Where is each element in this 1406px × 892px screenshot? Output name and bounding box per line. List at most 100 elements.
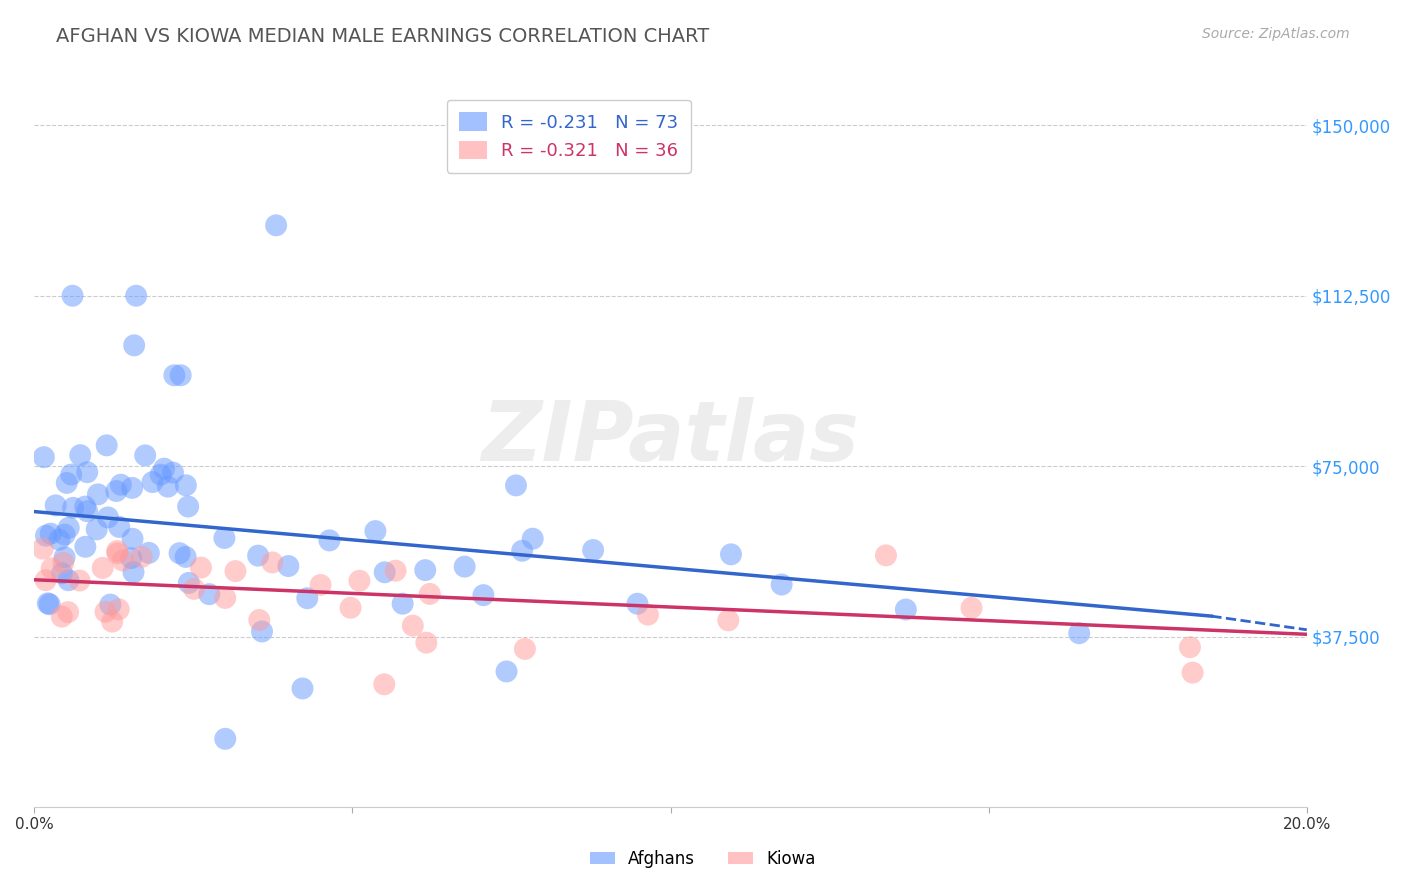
Kiowa xyxy=(183,582,205,596)
Afghans xyxy=(174,478,197,492)
Afghans xyxy=(48,533,70,547)
Afghans xyxy=(110,477,132,491)
Kiowa xyxy=(107,602,129,616)
Afghans xyxy=(37,596,59,610)
Afghans xyxy=(53,550,76,565)
Kiowa xyxy=(105,546,128,560)
Afghans xyxy=(62,289,84,303)
Kiowa xyxy=(339,600,361,615)
Afghans xyxy=(58,573,80,587)
Text: Source: ZipAtlas.com: Source: ZipAtlas.com xyxy=(1202,27,1350,41)
Kiowa xyxy=(214,591,236,605)
Kiowa xyxy=(373,677,395,691)
Afghans xyxy=(626,597,648,611)
Afghans xyxy=(720,547,742,561)
Kiowa xyxy=(52,556,75,570)
Afghans xyxy=(39,526,62,541)
Afghans xyxy=(170,368,193,383)
Afghans xyxy=(163,368,186,383)
Kiowa xyxy=(637,607,659,622)
Kiowa xyxy=(960,600,983,615)
Afghans xyxy=(250,624,273,639)
Afghans xyxy=(97,510,120,524)
Afghans xyxy=(214,731,236,746)
Afghans xyxy=(318,533,340,548)
Kiowa xyxy=(101,615,124,629)
Kiowa xyxy=(1181,665,1204,680)
Kiowa xyxy=(31,541,53,556)
Afghans xyxy=(35,529,58,543)
Kiowa xyxy=(1178,640,1201,655)
Afghans xyxy=(770,577,793,591)
Kiowa xyxy=(717,613,740,627)
Kiowa xyxy=(94,605,117,619)
Kiowa xyxy=(262,556,284,570)
Afghans xyxy=(247,549,270,563)
Afghans xyxy=(138,546,160,560)
Kiowa xyxy=(224,564,246,578)
Afghans xyxy=(177,575,200,590)
Afghans xyxy=(472,588,495,602)
Afghans xyxy=(108,520,131,534)
Afghans xyxy=(125,289,148,303)
Afghans xyxy=(141,475,163,489)
Afghans xyxy=(582,543,605,558)
Afghans xyxy=(522,532,544,546)
Afghans xyxy=(505,478,527,492)
Afghans xyxy=(120,551,142,566)
Kiowa xyxy=(875,549,897,563)
Text: AFGHAN VS KIOWA MEDIAN MALE EARNINGS CORRELATION CHART: AFGHAN VS KIOWA MEDIAN MALE EARNINGS COR… xyxy=(56,27,710,45)
Afghans xyxy=(364,524,387,538)
Afghans xyxy=(162,466,184,480)
Afghans xyxy=(391,597,413,611)
Kiowa xyxy=(41,561,63,575)
Afghans xyxy=(87,487,110,501)
Afghans xyxy=(277,559,299,574)
Kiowa xyxy=(349,574,371,588)
Kiowa xyxy=(384,564,406,578)
Afghans xyxy=(495,665,517,679)
Afghans xyxy=(55,475,77,490)
Afghans xyxy=(174,549,197,564)
Kiowa xyxy=(91,561,114,575)
Afghans xyxy=(198,587,221,601)
Kiowa xyxy=(419,587,441,601)
Kiowa xyxy=(513,642,536,657)
Afghans xyxy=(156,480,179,494)
Afghans xyxy=(297,591,319,606)
Afghans xyxy=(96,438,118,452)
Afghans xyxy=(214,531,236,545)
Kiowa xyxy=(190,560,212,574)
Afghans xyxy=(100,598,122,612)
Afghans xyxy=(32,450,55,465)
Afghans xyxy=(76,504,98,518)
Afghans xyxy=(413,563,436,577)
Afghans xyxy=(62,500,84,515)
Kiowa xyxy=(309,578,332,592)
Afghans xyxy=(169,546,191,560)
Afghans xyxy=(122,338,145,352)
Afghans xyxy=(453,559,475,574)
Kiowa xyxy=(111,553,134,567)
Afghans xyxy=(153,461,176,475)
Afghans xyxy=(76,465,98,479)
Kiowa xyxy=(34,573,56,587)
Afghans xyxy=(58,521,80,535)
Legend: R = -0.231   N = 73, R = -0.321   N = 36: R = -0.231 N = 73, R = -0.321 N = 36 xyxy=(447,100,690,173)
Kiowa xyxy=(415,635,437,649)
Afghans xyxy=(134,449,156,463)
Afghans xyxy=(38,597,60,611)
Afghans xyxy=(122,566,145,580)
Afghans xyxy=(510,543,533,558)
Afghans xyxy=(149,467,172,482)
Kiowa xyxy=(51,609,73,624)
Text: ZIPatlas: ZIPatlas xyxy=(482,397,859,478)
Kiowa xyxy=(247,613,270,627)
Afghans xyxy=(291,681,314,696)
Afghans xyxy=(177,500,200,514)
Legend: Afghans, Kiowa: Afghans, Kiowa xyxy=(583,844,823,875)
Afghans xyxy=(894,602,917,616)
Afghans xyxy=(105,483,128,498)
Afghans xyxy=(45,499,67,513)
Afghans xyxy=(1069,626,1091,640)
